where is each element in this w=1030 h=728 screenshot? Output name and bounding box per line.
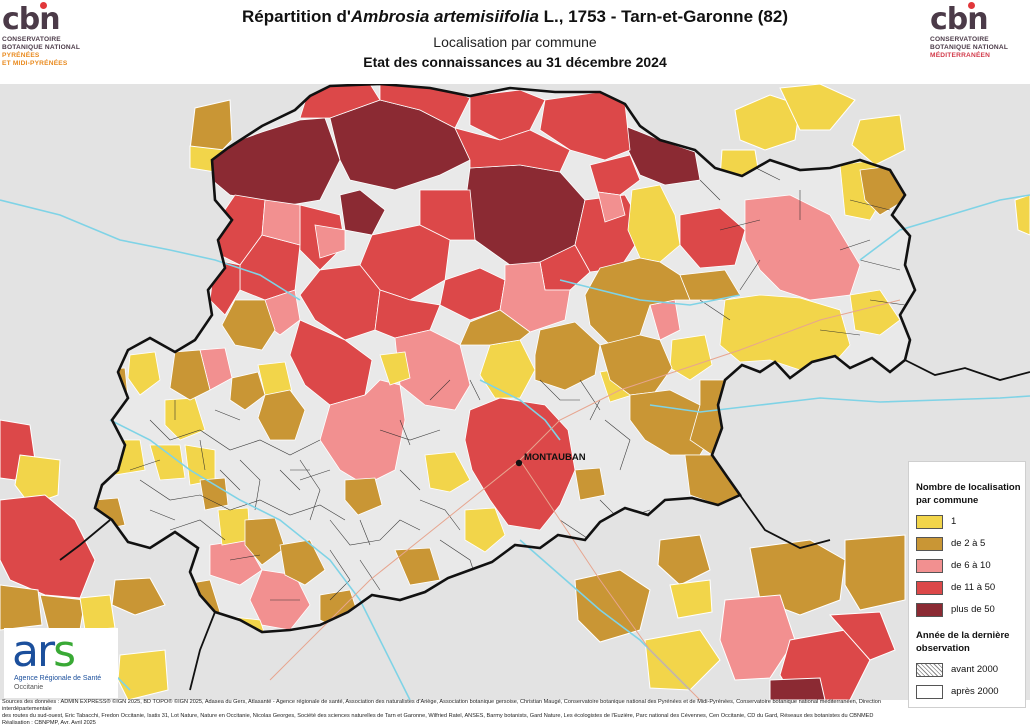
cbn-logo-line2: BOTANIQUE NATIONAL: [2, 44, 81, 51]
distribution-map: MONTAUBAN: [0, 84, 1030, 700]
sources-footer: Sources des données : ADMIN EXPRESS® ©IG…: [2, 699, 907, 727]
legend-swatch: [916, 581, 943, 595]
legend-label: de 6 à 10: [951, 560, 991, 571]
legend-label: de 11 à 50: [951, 582, 996, 593]
legend-title-line2: par commune: [916, 495, 979, 506]
map-header: cbn CONSERVATOIRE BOTANIQUE NATIONAL PYR…: [0, 0, 1030, 84]
legend-year-item: après 2000: [916, 685, 1021, 701]
map-subtitle: Localisation par commune: [433, 34, 597, 50]
ars-logo-line1: Agence Régionale de Santé: [14, 675, 102, 682]
cbn-med-logo-line1: CONSERVATOIRE: [930, 36, 989, 43]
legend-label: plus de 50: [951, 604, 995, 615]
legend-swatch: [916, 515, 943, 529]
legend-label: de 2 à 5: [951, 538, 986, 549]
cbn-med-logo-line2: BOTANIQUE NATIONAL: [930, 44, 1009, 51]
cbn-logo-word: cbn: [2, 2, 61, 37]
legend-plain-swatch: [916, 685, 943, 699]
legend-item: de 2 à 5: [916, 537, 1021, 553]
legend-label: après 2000: [951, 686, 999, 697]
legend-swatch: [916, 537, 943, 551]
montauban-label: MONTAUBAN: [524, 452, 586, 463]
legend-item: plus de 50: [916, 603, 1021, 619]
sources-line1: Sources des données : ADMIN EXPRESS® ©IG…: [2, 699, 881, 712]
legend-item: 1: [916, 515, 1021, 531]
legend-year-item: avant 2000: [916, 663, 1021, 679]
legend-swatch: [916, 603, 943, 617]
legend-title-line1: Nombre de localisation: [916, 482, 1021, 493]
cbn-logo-line3: PYRÉNÉES: [2, 52, 40, 59]
montauban-point: [515, 459, 523, 467]
ars-logo-word: ars: [12, 626, 76, 677]
ars-logo-line2: Occitanie: [14, 684, 44, 691]
cbn-med-logo: cbn CONSERVATOIRE BOTANIQUE NATIONAL MÉD…: [930, 2, 1030, 60]
ars-logo: ars Agence Régionale de Santé Occitanie: [4, 626, 118, 698]
legend-swatch: [916, 559, 943, 573]
legend-label: 1: [951, 516, 957, 527]
sources-line2: des routes du sud-ouest, Eric Tabacchi, …: [2, 713, 874, 719]
commune-polygons: [95, 84, 906, 632]
legend-year-title-line1: Année de la dernière: [916, 630, 1010, 641]
credits-line: Réalisation : CBNPMP, Avr. Avril 2025: [2, 720, 96, 726]
cbn-pmp-logo: cbn CONSERVATOIRE BOTANIQUE NATIONAL PYR…: [2, 2, 122, 68]
roads: [269, 299, 901, 700]
cbn-logo-line4: ET MIDI-PYRÉNÉES: [2, 60, 68, 67]
legend: Nombre de localisation par commune 1 de …: [908, 461, 1026, 708]
legend-label: avant 2000: [951, 664, 999, 675]
legend-hatched-swatch: [916, 663, 943, 677]
map-date-subtitle: Etat des connaissances au 31 décembre 20…: [363, 54, 667, 70]
neighbour-outline: [59, 359, 1030, 691]
legend-item: de 11 à 50: [916, 581, 1021, 597]
cbn-med-logo-line3: MÉDITERRANÉEN: [930, 52, 991, 59]
legend-item: de 6 à 10: [916, 559, 1021, 575]
cbn-logo-line1: CONSERVATOIRE: [2, 36, 61, 43]
cbn-med-logo-word: cbn: [930, 2, 989, 37]
legend-year-title-line2: observation: [916, 643, 970, 654]
species-name: Ambrosia artemisiifolia: [350, 7, 539, 26]
map-title: Répartition d'Ambrosia artemisiifolia L.…: [242, 7, 788, 26]
department-outline: [93, 84, 917, 634]
